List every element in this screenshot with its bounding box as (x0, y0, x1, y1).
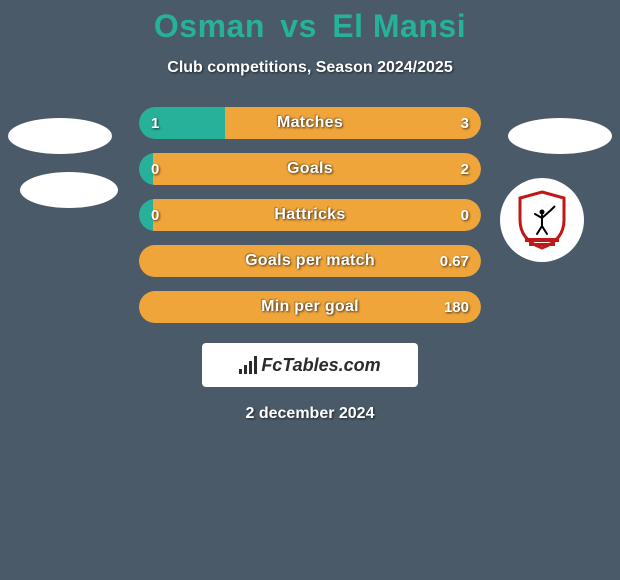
stat-value-right: 0.67 (440, 253, 469, 270)
stat-value-right: 3 (461, 115, 469, 132)
player1-name: Osman (154, 8, 265, 44)
team-badge-right (500, 178, 584, 262)
stat-label: Min per goal (139, 298, 481, 316)
player2-name: El Mansi (332, 8, 466, 44)
infographic-container: Osman vs El Mansi Club competitions, Sea… (0, 0, 620, 580)
team-oval-left-1 (8, 118, 112, 154)
stat-label: Hattricks (139, 206, 481, 224)
stat-value-left: 0 (151, 161, 159, 178)
brand-text: FcTables.com (261, 355, 380, 376)
stat-label: Matches (139, 114, 481, 132)
stat-row: Matches1 3 (139, 107, 481, 139)
stat-value-right: 0 (461, 207, 469, 224)
brand-logo: FcTables.com (202, 343, 418, 387)
stat-row: Hattricks0 0 (139, 199, 481, 231)
subtitle-text: Club competitions, Season 2024/2025 (0, 59, 620, 77)
footer-date: 2 december 2024 (0, 405, 620, 423)
team-oval-left-2 (20, 172, 118, 208)
shield-icon (517, 190, 567, 250)
stat-label: Goals (139, 160, 481, 178)
bars-icon (239, 356, 257, 374)
stat-label: Goals per match (139, 252, 481, 270)
stat-value-left: 1 (151, 115, 159, 132)
page-title: Osman vs El Mansi (0, 0, 620, 45)
stat-row: Goals0 2 (139, 153, 481, 185)
title-separator: vs (280, 8, 317, 44)
stat-value-right: 180 (444, 299, 469, 316)
stat-value-left: 0 (151, 207, 159, 224)
stat-row: Min per goal180 (139, 291, 481, 323)
stat-value-right: 2 (461, 161, 469, 178)
stat-row: Goals per match0.67 (139, 245, 481, 277)
team-oval-right (508, 118, 612, 154)
